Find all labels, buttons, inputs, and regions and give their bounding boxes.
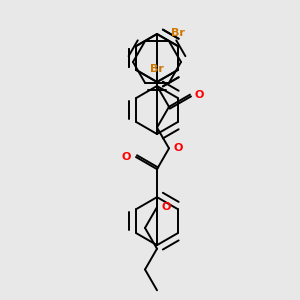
Text: O: O: [173, 143, 182, 153]
Text: O: O: [195, 90, 204, 100]
Text: Br: Br: [171, 28, 185, 38]
Text: O: O: [122, 152, 131, 162]
Text: O: O: [161, 202, 170, 212]
Text: Br: Br: [150, 64, 164, 74]
